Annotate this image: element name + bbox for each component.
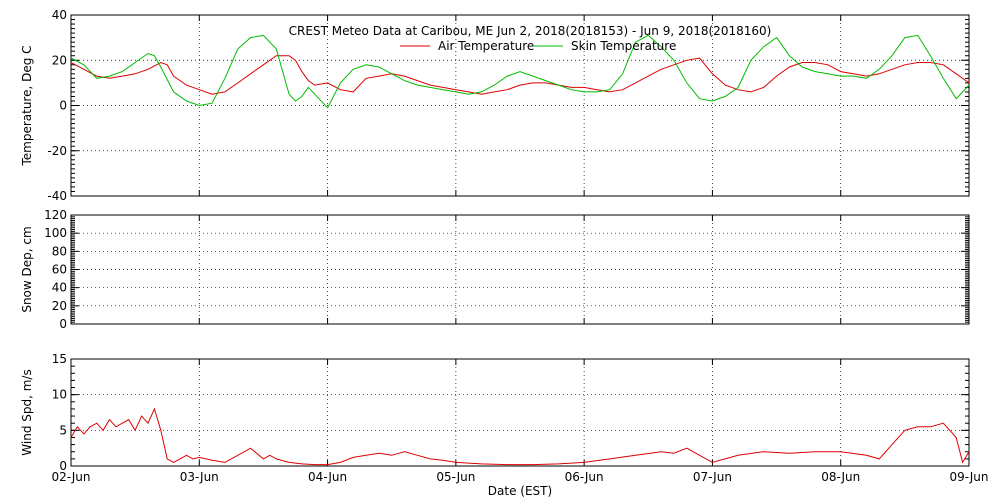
x-tick-label: 04-Jun: [308, 470, 347, 484]
y-tick-label: 0: [59, 317, 67, 331]
y-axis-label: Temperature, Deg C: [20, 45, 34, 166]
panels: -40 -20 0 20 40 Temperature, Deg C 0 20 40 60 80 10…: [20, 8, 989, 484]
y-tick-label: 80: [52, 244, 67, 258]
y-tick-label: 0: [59, 99, 67, 113]
series-line-skin-temperature: [70, 34, 970, 109]
y-tick-label: 20: [52, 299, 67, 313]
plot-frame: [70, 14, 970, 197]
y-tick-label: 100: [44, 226, 67, 240]
series-line-wind-speed: [70, 407, 970, 466]
x-tick-label: 02-Jun: [51, 470, 90, 484]
y-tick-label: 10: [52, 388, 67, 402]
series-line-air-temperature: [70, 55, 970, 95]
y-tick-label: 120: [44, 208, 67, 222]
y-tick-label: 15: [52, 352, 67, 366]
y-tick-label: 20: [52, 53, 67, 67]
legend: Air Temperature Skin Temperature: [400, 39, 676, 53]
legend-label: Skin Temperature: [571, 39, 676, 53]
panel-3: 0 5 10 15 Wind Spd, m/s 02-Jun 03-Jun 04-Jun 05-…: [20, 352, 989, 484]
y-axis-label: Wind Spd, m/s: [20, 369, 34, 455]
x-tick-label: 09-Jun: [949, 470, 988, 484]
y-tick-label: 0: [59, 459, 67, 473]
panel-1: -40 -20 0 20 40 Temperature, Deg C: [20, 8, 970, 203]
x-tick-label: 07-Jun: [693, 470, 732, 484]
y-tick-label: -40: [47, 189, 67, 203]
plot-frame: [70, 358, 970, 467]
y-tick-label: 40: [52, 281, 67, 295]
x-tick-label: 06-Jun: [565, 470, 604, 484]
plot-frame: [70, 214, 970, 325]
x-tick-label: 05-Jun: [436, 470, 475, 484]
y-tick-label: 40: [52, 8, 67, 22]
y-axis-label: Snow Dep, cm: [20, 226, 34, 312]
y-tick-label: -20: [47, 144, 67, 158]
y-tick-label: 5: [59, 423, 67, 437]
panel-2: 0 20 40 60 80 100 120 Snow Dep, cm: [20, 208, 970, 331]
x-tick-label: 08-Jun: [821, 470, 860, 484]
x-tick-label: 03-Jun: [180, 470, 219, 484]
y-tick-label: 60: [52, 263, 67, 277]
x-axis-label: Date (EST): [488, 484, 552, 498]
legend-label: Air Temperature: [438, 39, 534, 53]
chart-title: CREST Meteo Data at Caribou, ME Jun 2, 2…: [289, 24, 772, 38]
